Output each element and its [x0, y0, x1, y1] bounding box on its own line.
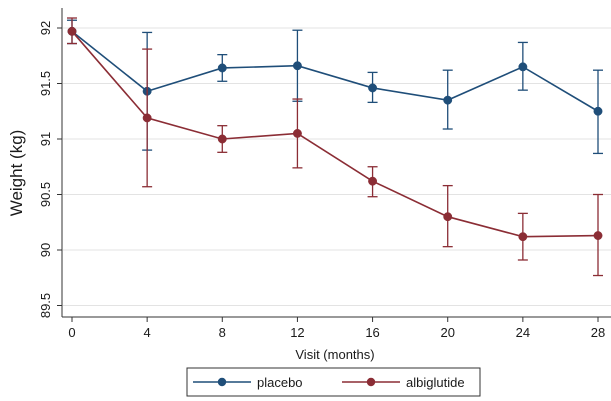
- data-point: [518, 232, 528, 242]
- data-point: [217, 63, 227, 73]
- legend-label: placebo: [257, 375, 303, 390]
- series-layer: [67, 17, 603, 277]
- data-point: [217, 134, 227, 144]
- x-tick-label: 28: [591, 325, 605, 340]
- y-tick-label: 90: [38, 243, 53, 257]
- series-line: [71, 30, 599, 238]
- data-point: [443, 95, 453, 105]
- legend-marker: [217, 377, 227, 387]
- y-tick-label: 89.5: [38, 293, 53, 318]
- legend-label: albiglutide: [406, 375, 465, 390]
- series-albiglutide: [67, 17, 603, 277]
- x-tick-label: 24: [516, 325, 530, 340]
- x-tick-label: 4: [144, 325, 151, 340]
- legend-item-placebo: placebo: [193, 375, 303, 390]
- x-axis-title: Visit (months): [295, 347, 374, 362]
- legend-marker: [366, 377, 376, 387]
- data-point: [67, 26, 77, 36]
- data-point: [443, 212, 453, 222]
- legend: placebo albiglutide: [186, 367, 481, 397]
- series-line: [71, 30, 599, 112]
- grid-lines: [63, 27, 611, 306]
- data-point: [142, 113, 152, 123]
- data-point: [292, 129, 302, 138]
- y-tick-label: 90.5: [38, 182, 53, 207]
- y-tick-label: 91: [38, 132, 53, 146]
- data-point: [593, 231, 603, 241]
- x-tick-label: 0: [68, 325, 75, 340]
- data-point: [368, 83, 378, 93]
- data-point: [292, 61, 302, 71]
- legend-item-albiglutide: albiglutide: [342, 375, 465, 390]
- x-tick-label: 20: [440, 325, 454, 340]
- data-point: [593, 106, 603, 116]
- x-tick-label: 8: [219, 325, 226, 340]
- y-tick-label: 92: [38, 21, 53, 35]
- y-axis-title: Weight (kg): [7, 130, 26, 217]
- axes: [57, 8, 611, 322]
- tick-labels: 89.5 90 90.5 91 91.5 92 0 4 8 12 16 20 24 28: [38, 21, 605, 340]
- x-tick-label: 12: [290, 325, 304, 340]
- data-point: [368, 176, 378, 186]
- x-tick-label: 16: [365, 325, 379, 340]
- data-point: [518, 62, 528, 72]
- y-tick-label: 91.5: [38, 71, 53, 96]
